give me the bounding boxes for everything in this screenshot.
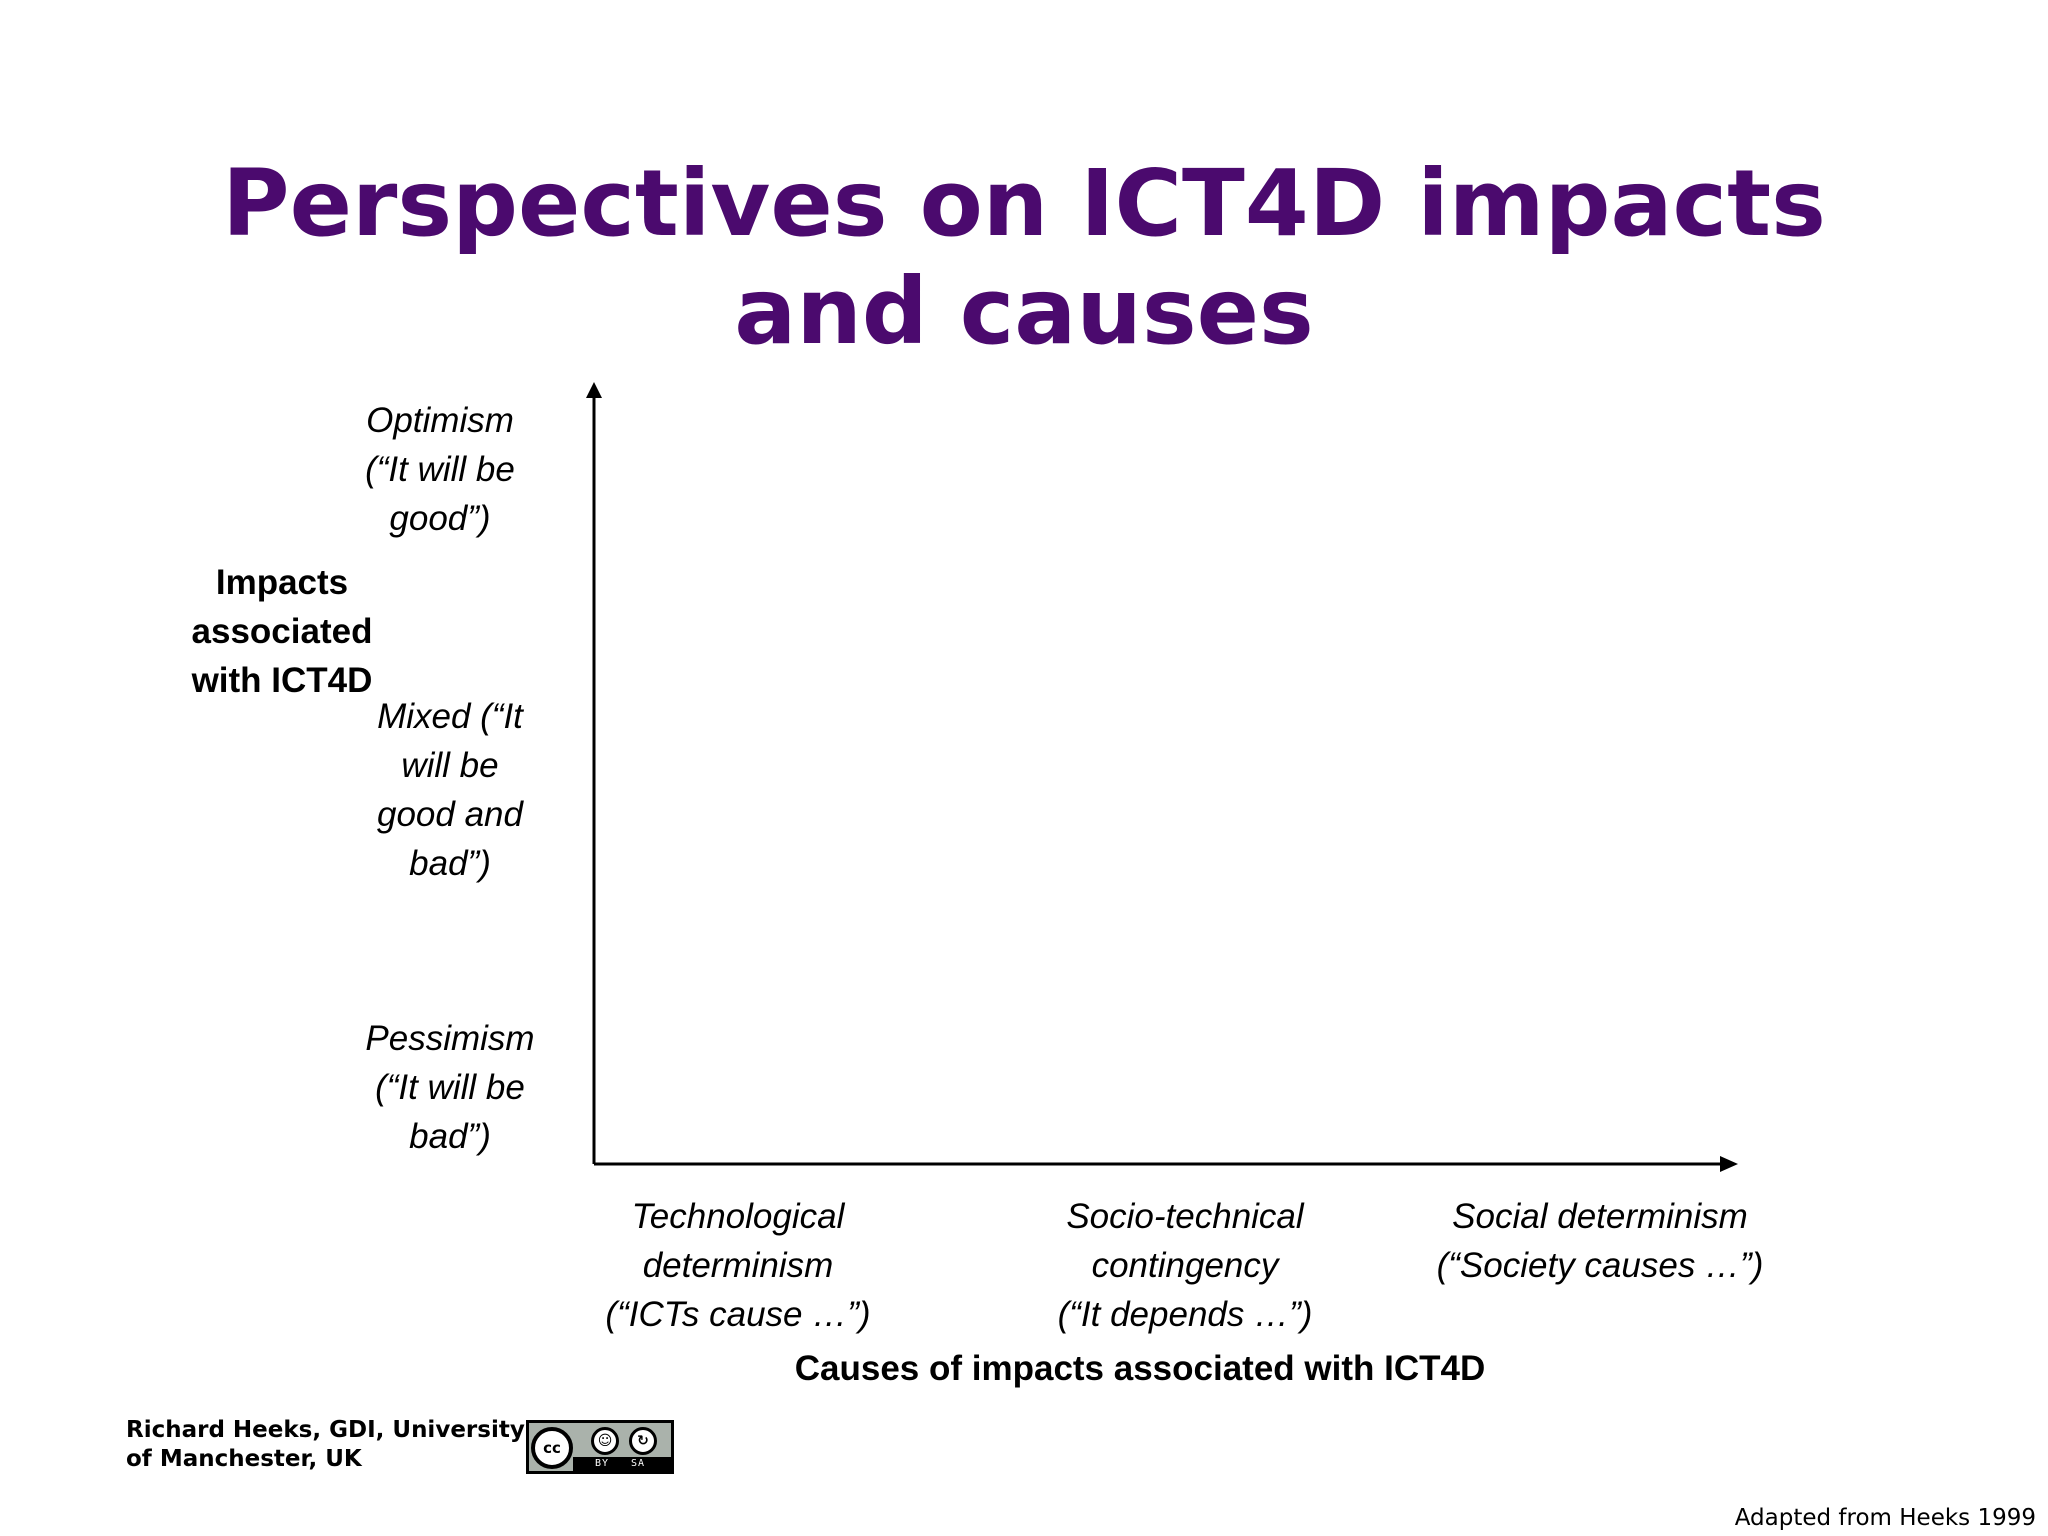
y-axis-title: Impacts associated with ICT4D — [172, 558, 392, 705]
cc-icon: cc — [531, 1427, 573, 1469]
x-category-technological-line-1: Technological — [631, 1197, 845, 1236]
share-alike-icon: ↻ — [629, 1427, 657, 1455]
y-axis-title-line-3: with ICT4D — [191, 661, 373, 700]
slide-title-line-1: Perspectives on ICT4D impacts — [222, 150, 1826, 257]
slide-title-line-2: and causes — [734, 258, 1314, 365]
y-level-mixed-line-1: Mixed (“It — [377, 697, 523, 736]
license-by-label: BY — [595, 1458, 610, 1469]
x-category-sociotechnical-line-1: Socio-technical — [1066, 1197, 1304, 1236]
x-category-sociotechnical: Socio-technical contingency (“It depends… — [1020, 1192, 1350, 1339]
y-level-optimism-line-2: (“It will be — [365, 450, 515, 489]
y-axis-title-line-1: Impacts — [215, 563, 349, 602]
x-category-social-line-1: Social determinism — [1452, 1197, 1748, 1236]
y-axis-arrowhead — [586, 382, 602, 398]
y-level-mixed-line-3: good and — [377, 795, 523, 834]
x-category-technological-line-2: determinism — [642, 1246, 834, 1285]
x-category-technological-line-3: (“ICTs cause …”) — [605, 1295, 871, 1334]
x-axis-arrowhead — [1720, 1156, 1738, 1172]
x-category-sociotechnical-line-2: contingency — [1091, 1246, 1279, 1285]
y-level-pessimism-line-1: Pessimism — [365, 1019, 535, 1058]
x-axis-title-text: Causes of impacts associated with ICT4D — [794, 1349, 1486, 1388]
cc-by-sa-license-badge[interactable]: cc ☺ ↻ BY SA — [526, 1420, 674, 1474]
y-level-mixed-line-2: will be — [401, 746, 499, 785]
attribution-icon: ☺ — [591, 1427, 619, 1455]
y-axis-title-line-2: associated — [191, 612, 373, 651]
x-category-social: Social determinism (“Society causes …”) — [1420, 1192, 1780, 1290]
y-level-mixed: Mixed (“It will be good and bad”) — [340, 692, 560, 888]
author-credit: Richard Heeks, GDI, University of Manche… — [126, 1416, 525, 1474]
x-category-sociotechnical-line-3: (“It depends …”) — [1057, 1295, 1313, 1334]
slide-title: Perspectives on ICT4D impacts and causes — [0, 150, 2048, 366]
y-level-pessimism: Pessimism (“It will be bad”) — [340, 1014, 560, 1161]
source-note: Adapted from Heeks 1999 — [1734, 1505, 2036, 1531]
y-level-optimism-line-1: Optimism — [366, 401, 514, 440]
y-level-pessimism-line-3: bad”) — [409, 1117, 491, 1156]
author-credit-line-1: Richard Heeks, GDI, University — [126, 1417, 525, 1443]
y-level-optimism-line-3: good”) — [389, 499, 491, 538]
x-category-technological: Technological determinism (“ICTs cause …… — [578, 1192, 898, 1339]
x-axis-title: Causes of impacts associated with ICT4D — [740, 1344, 1540, 1393]
y-level-mixed-line-4: bad”) — [409, 844, 491, 883]
y-level-optimism: Optimism (“It will be good”) — [330, 396, 550, 543]
author-credit-line-2: of Manchester, UK — [126, 1446, 362, 1472]
x-category-social-line-2: (“Society causes …”) — [1436, 1246, 1764, 1285]
license-strip: BY SA — [573, 1457, 671, 1471]
license-sa-label: SA — [631, 1458, 646, 1469]
y-level-pessimism-line-2: (“It will be — [375, 1068, 525, 1107]
